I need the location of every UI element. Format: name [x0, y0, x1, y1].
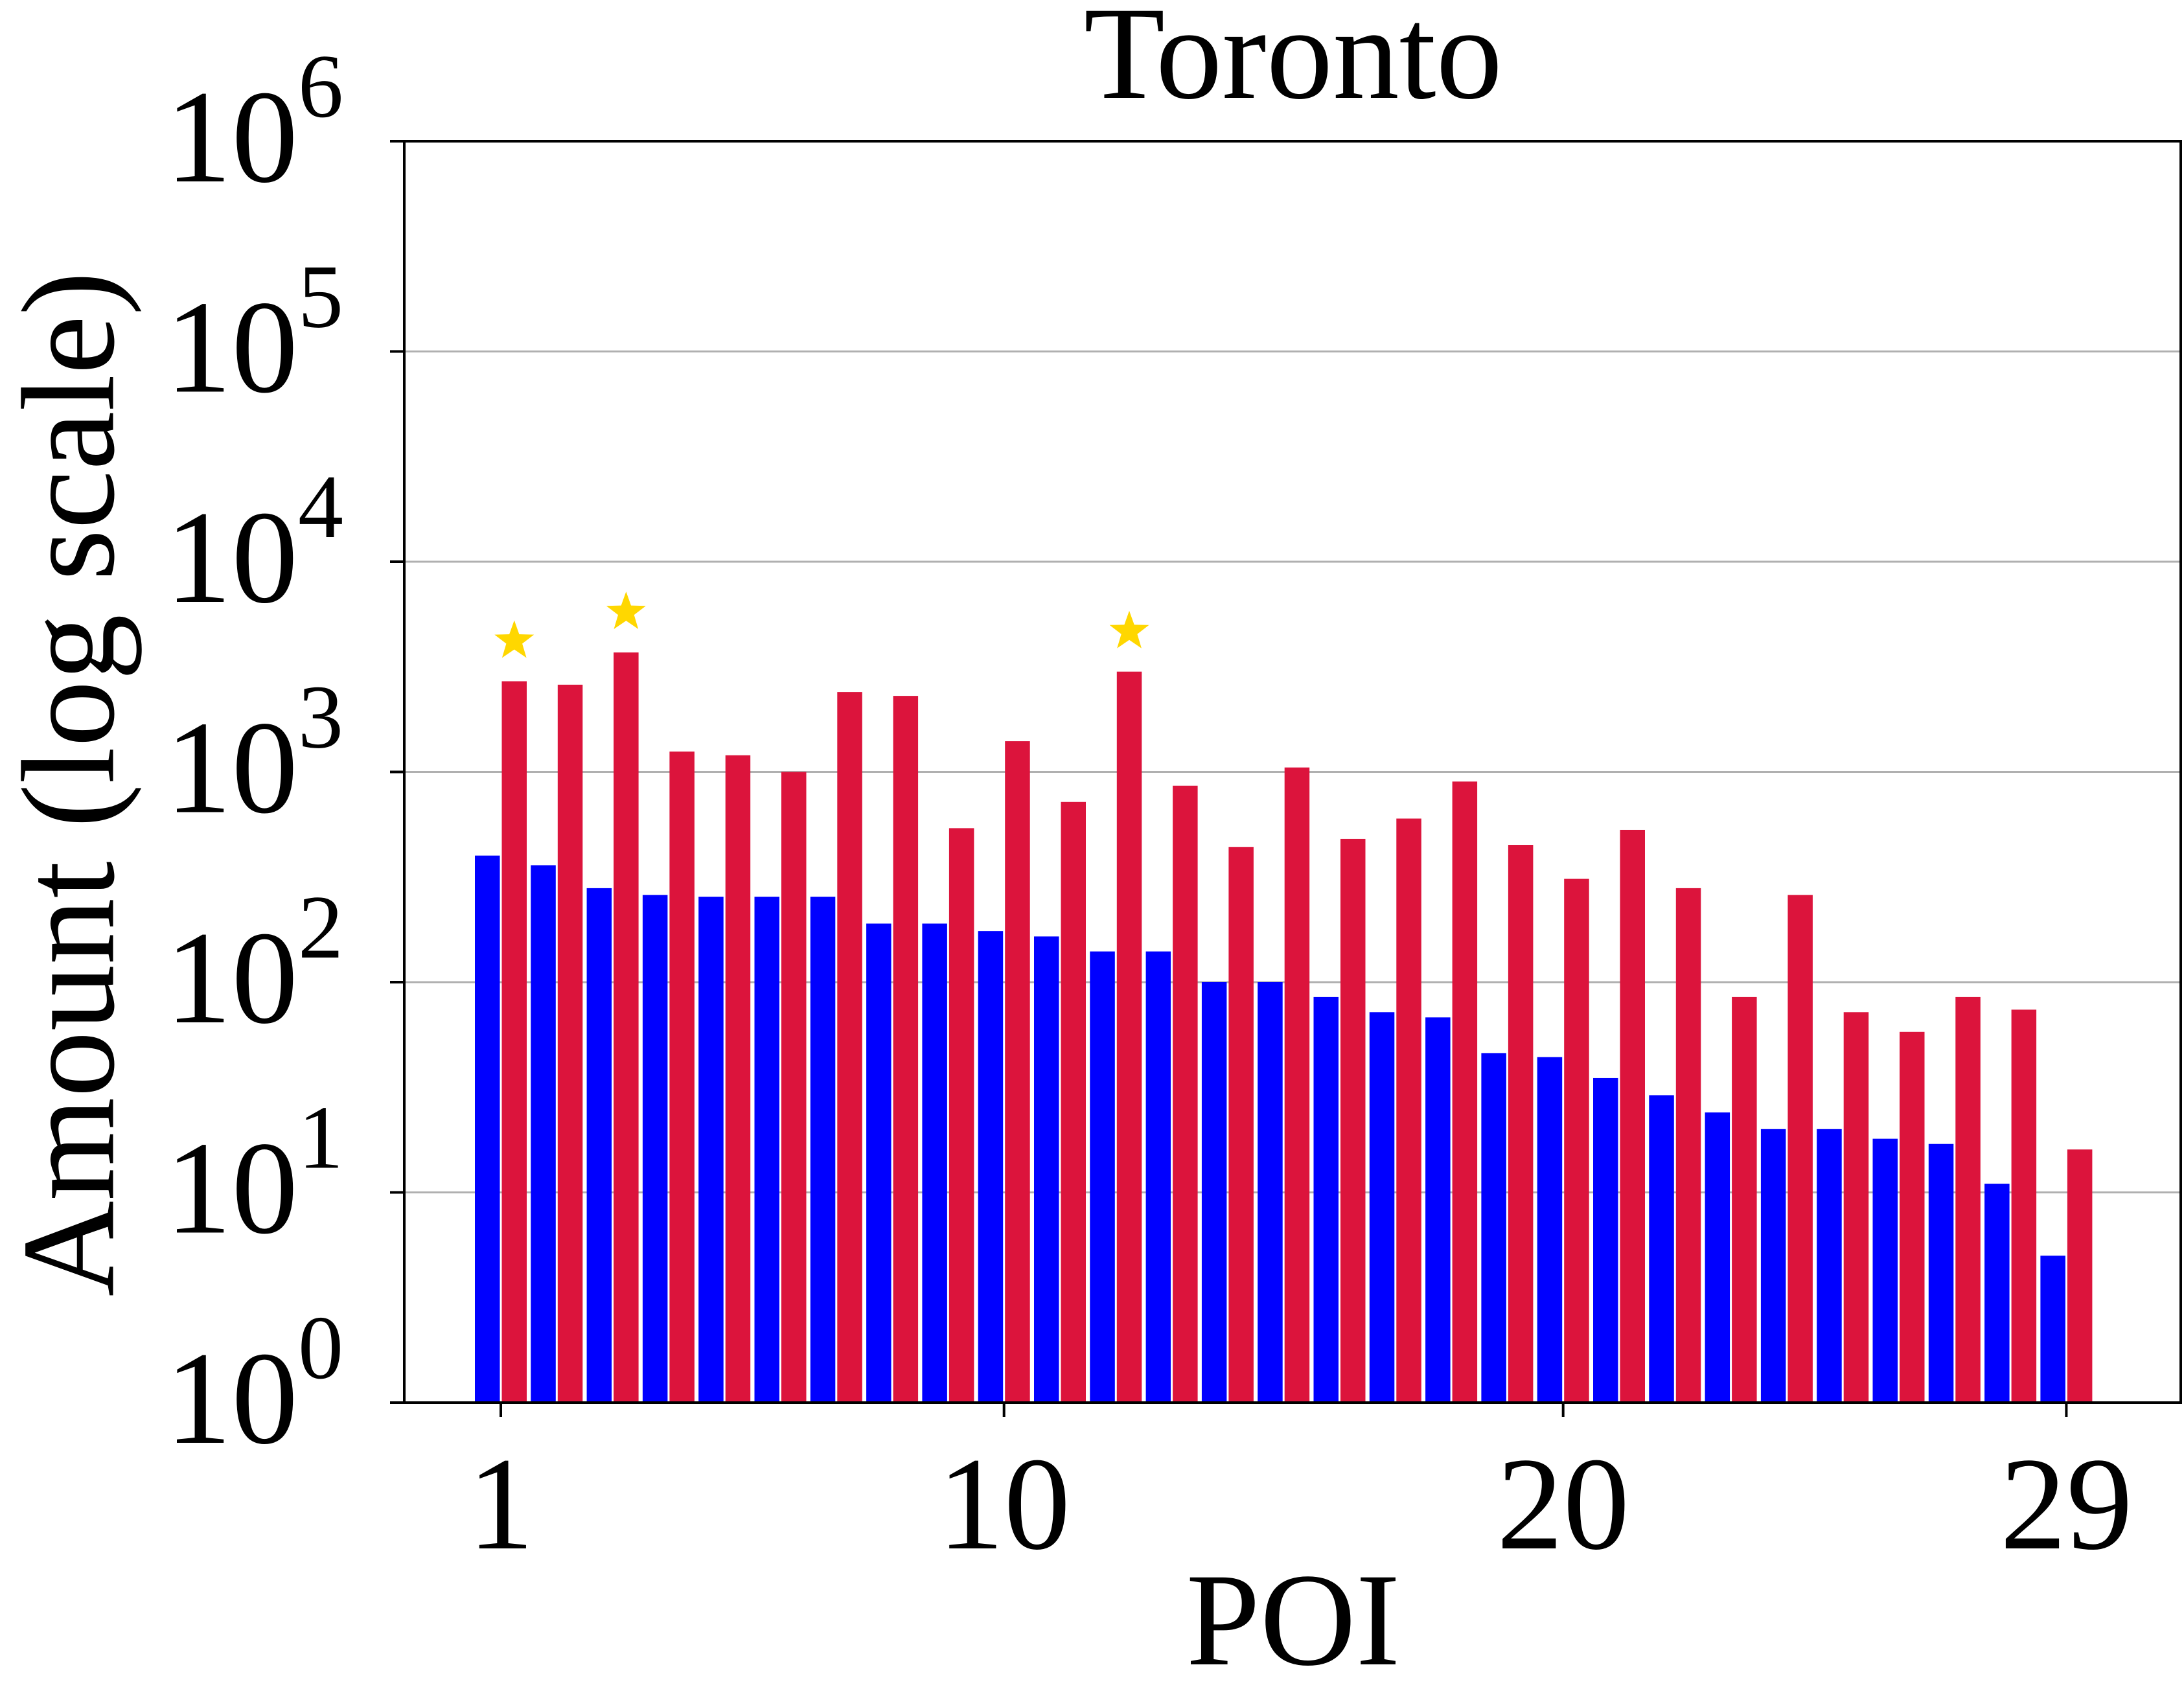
x-tick-label: 20 [1497, 1430, 1629, 1578]
y-tick-exponent: 5 [298, 247, 343, 347]
y-tick-label: 104 [165, 457, 343, 631]
bar-series1 [922, 923, 947, 1403]
bar-series1 [475, 855, 500, 1403]
bar-series1 [1593, 1077, 1618, 1403]
bar-series2 [1732, 996, 1757, 1403]
bar-series2 [614, 652, 639, 1403]
star-markers [494, 592, 1149, 658]
bar-series2 [1340, 838, 1366, 1403]
bar-series1 [1313, 996, 1339, 1403]
bar-series2 [1620, 829, 1645, 1403]
bar-series2 [1508, 845, 1534, 1403]
bar-series1 [1705, 1112, 1730, 1403]
bar-series1 [1090, 951, 1115, 1403]
x-tick-label: 10 [937, 1430, 1070, 1578]
bar-series2 [2011, 1009, 2037, 1403]
y-tick-label: 100 [165, 1298, 343, 1472]
bar-series2 [948, 828, 974, 1403]
bar-series2 [501, 681, 527, 1403]
bar-series1 [1481, 1053, 1506, 1403]
x-tick-label: 29 [2000, 1430, 2133, 1578]
y-tick-exponent: 6 [298, 36, 343, 137]
bar-series2 [781, 772, 807, 1403]
star-marker [606, 592, 646, 629]
bar-series2 [837, 692, 862, 1403]
chart-title: Toronto [1083, 0, 1503, 127]
bar-series1 [2040, 1256, 2065, 1403]
y-tick-exponent: 1 [298, 1088, 343, 1188]
bar-series1 [531, 865, 556, 1403]
bar-series2 [893, 696, 919, 1403]
star-marker [494, 620, 535, 658]
x-axis-ticks: 1 10 20 29 [468, 1403, 2133, 1578]
bar-series1 [1034, 936, 1059, 1403]
bar-series2 [1116, 671, 1142, 1403]
bar-series1 [1258, 982, 1283, 1403]
bar-series1 [1984, 1184, 2010, 1403]
bar-series1 [754, 897, 779, 1403]
bar-series1 [1145, 951, 1171, 1403]
y-tick-label: 101 [165, 1088, 343, 1262]
bar-series2 [1675, 888, 1701, 1403]
y-tick-exponent: 0 [298, 1298, 343, 1398]
bar-series1 [1649, 1095, 1674, 1403]
y-tick-exponent: 2 [298, 877, 343, 978]
bar-series1 [810, 897, 836, 1403]
bars [475, 652, 2093, 1403]
bar-series1 [866, 923, 891, 1403]
y-tick-label: 106 [165, 36, 343, 211]
bar-series1 [1369, 1012, 1395, 1403]
bar-series2 [1284, 767, 1310, 1403]
bar-series2 [1452, 781, 1478, 1403]
bar-series2 [1228, 847, 1254, 1403]
star-marker [1109, 610, 1149, 649]
bar-series1 [1760, 1129, 1786, 1403]
bar-series2 [1173, 785, 1198, 1403]
bar-series1 [1201, 982, 1227, 1403]
bar-series1 [1425, 1017, 1451, 1403]
bar-series1 [1817, 1129, 1842, 1403]
y-tick-label: 102 [165, 877, 343, 1051]
bar-series2 [1005, 741, 1030, 1403]
x-axis-title: POI [1186, 1546, 1401, 1694]
bar-series2 [1061, 801, 1086, 1403]
y-tick-exponent: 3 [298, 667, 343, 768]
bar-series2 [1955, 996, 1981, 1403]
bar-series2 [1564, 879, 1589, 1403]
x-tick-label: 1 [468, 1430, 535, 1578]
bar-series1 [1928, 1143, 1954, 1403]
bar-series2 [669, 752, 695, 1403]
bar-series2 [725, 755, 751, 1403]
bar-series1 [586, 888, 612, 1403]
bar-series2 [1787, 895, 1813, 1403]
y-tick-label: 105 [165, 247, 343, 421]
bar-series2 [557, 684, 583, 1403]
y-tick-label: 103 [165, 667, 343, 842]
bar-series1 [642, 895, 668, 1403]
bar-series2 [1396, 818, 1421, 1403]
bar-series1 [978, 931, 1004, 1403]
bar-series2 [2067, 1149, 2093, 1403]
bar-series1 [698, 897, 724, 1403]
y-tick-exponent: 4 [298, 457, 343, 557]
bar-series1 [1537, 1057, 1563, 1403]
bar-series2 [1900, 1031, 1925, 1403]
bar-series1 [1872, 1138, 1898, 1403]
bar-series2 [1843, 1012, 1869, 1403]
